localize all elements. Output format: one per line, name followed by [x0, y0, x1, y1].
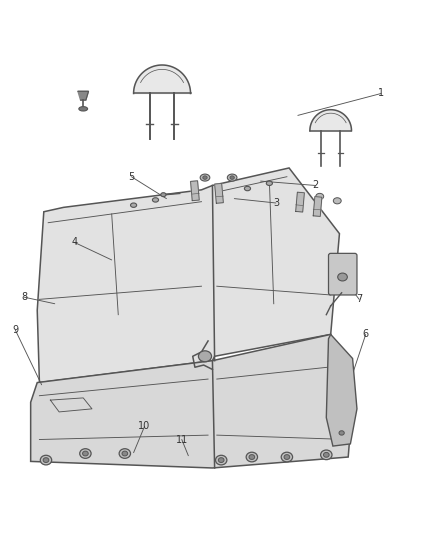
Ellipse shape	[333, 198, 341, 204]
Ellipse shape	[316, 193, 324, 199]
Polygon shape	[296, 192, 304, 212]
Ellipse shape	[215, 455, 227, 465]
Text: 11: 11	[176, 434, 188, 445]
Ellipse shape	[249, 455, 255, 459]
FancyBboxPatch shape	[328, 253, 357, 295]
Ellipse shape	[200, 174, 210, 181]
Ellipse shape	[198, 351, 212, 362]
Ellipse shape	[152, 198, 159, 202]
Text: 2: 2	[312, 181, 318, 190]
Polygon shape	[326, 334, 357, 446]
Ellipse shape	[323, 453, 329, 457]
Ellipse shape	[230, 176, 234, 179]
Ellipse shape	[266, 181, 272, 185]
Ellipse shape	[281, 452, 293, 462]
Polygon shape	[310, 110, 351, 131]
Polygon shape	[215, 183, 223, 203]
Ellipse shape	[131, 203, 137, 207]
Polygon shape	[191, 181, 199, 200]
Text: 1: 1	[378, 88, 384, 99]
Polygon shape	[78, 91, 88, 100]
Ellipse shape	[339, 431, 344, 435]
Text: 6: 6	[363, 329, 369, 340]
Ellipse shape	[79, 107, 88, 111]
Ellipse shape	[82, 451, 88, 456]
Ellipse shape	[122, 451, 127, 456]
Text: 8: 8	[21, 292, 27, 302]
Text: 9: 9	[12, 325, 18, 335]
Ellipse shape	[227, 174, 237, 181]
Ellipse shape	[203, 176, 207, 179]
Ellipse shape	[80, 449, 91, 458]
Text: 10: 10	[138, 422, 151, 431]
Text: 7: 7	[356, 294, 362, 304]
Ellipse shape	[119, 449, 131, 458]
Ellipse shape	[244, 187, 251, 191]
Polygon shape	[313, 197, 322, 216]
Text: 5: 5	[128, 172, 134, 182]
Ellipse shape	[40, 455, 52, 465]
Polygon shape	[134, 65, 191, 93]
Text: 3: 3	[273, 198, 279, 208]
Ellipse shape	[284, 455, 290, 459]
Ellipse shape	[43, 458, 49, 463]
Ellipse shape	[321, 450, 332, 459]
Text: 4: 4	[71, 237, 78, 247]
Ellipse shape	[338, 273, 347, 281]
Polygon shape	[31, 334, 353, 468]
Ellipse shape	[218, 458, 224, 463]
Ellipse shape	[246, 452, 258, 462]
Polygon shape	[37, 168, 339, 383]
Ellipse shape	[161, 193, 166, 197]
